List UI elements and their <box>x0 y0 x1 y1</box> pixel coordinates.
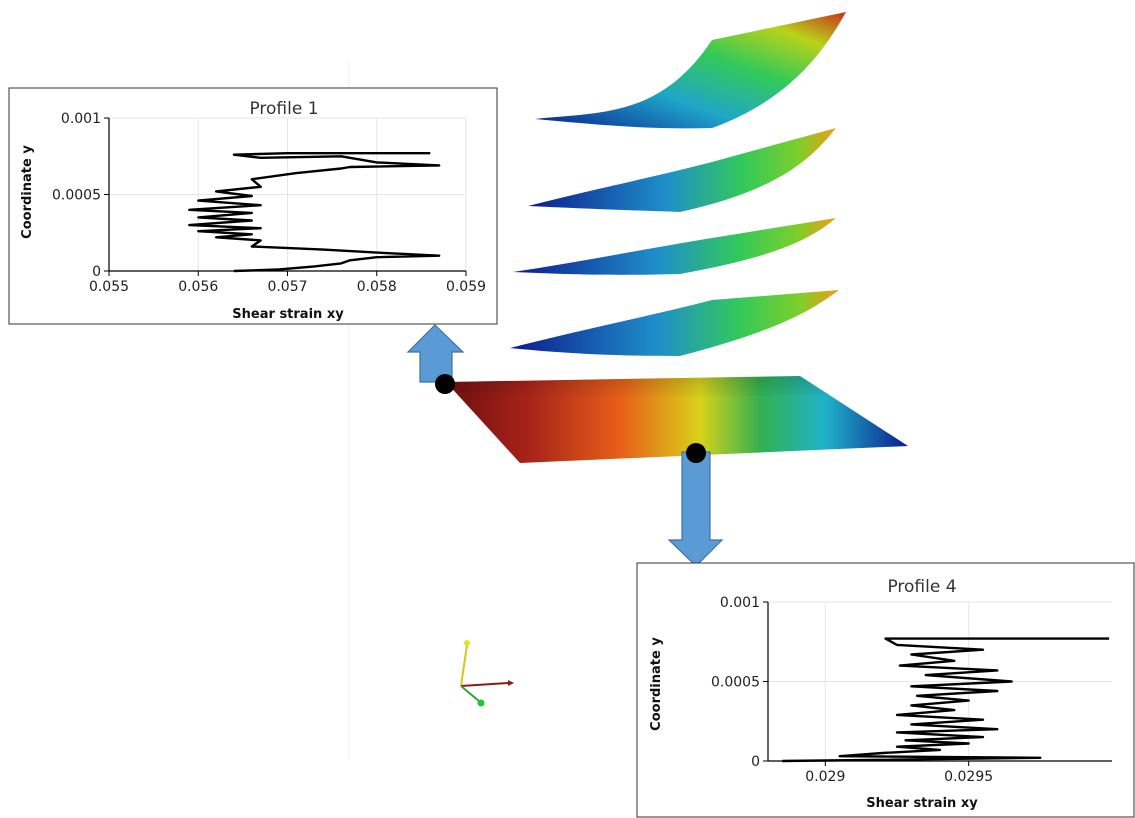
axes <box>104 117 467 276</box>
x-tick-label: 0.059 <box>446 279 486 295</box>
x-axis-label: Shear strain xy <box>866 796 978 811</box>
axes-triad-icon <box>460 640 514 707</box>
x-tick-labels: 0.029 0.0295 <box>805 769 993 785</box>
y-axis-label: Coordinate y <box>20 145 35 239</box>
x-tick-label: 0.029 <box>805 769 845 785</box>
profile-4-panel: Profile 4 0.029 0.0295 0 0.0005 0.001 Shear… <box>636 562 1135 818</box>
probe-point-1 <box>435 374 455 394</box>
x-axis-label: Shear strain xy <box>232 307 344 322</box>
profile-1-curve <box>188 152 441 273</box>
surface-slice-2 <box>528 128 836 212</box>
surface-slice-4 <box>510 290 839 356</box>
chart-title: Profile 4 <box>887 577 956 597</box>
y-tick-label: 0.001 <box>61 111 101 127</box>
y-tick-label: 0.001 <box>720 595 760 611</box>
down-arrow-icon <box>667 451 724 567</box>
up-arrow-icon <box>406 324 465 383</box>
y-tick-label: 0.0005 <box>52 188 101 204</box>
profile-1-panel: Profile 1 0.055 0.056 0.057 0.058 0.059 00.0… <box>8 87 498 325</box>
surface-slices <box>446 12 908 463</box>
y-tick-label: 0 <box>751 754 760 770</box>
surface-slice-3 <box>513 218 836 275</box>
profile-4-curve <box>782 637 1110 763</box>
y-tick-labels: 0 0.0005 0.001 <box>52 111 101 280</box>
y-tick-labels: 0 0.0005 0.001 <box>711 595 760 770</box>
x-tick-label: 0.058 <box>357 279 397 295</box>
x-tick-label: 0.055 <box>89 279 129 295</box>
x-tick-label: 0.056 <box>178 279 218 295</box>
x-tick-label: 0.057 <box>267 279 307 295</box>
surface-slice-top <box>535 12 846 129</box>
y-axis-label: Coordinate y <box>649 637 664 731</box>
x-tick-label: 0.0295 <box>944 769 993 785</box>
surface-slice-bottom-shade <box>446 376 830 400</box>
probe-point-4 <box>686 443 706 463</box>
y-tick-label: 0.0005 <box>711 675 760 691</box>
chart-title: Profile 1 <box>249 99 318 119</box>
y-tick-label: 0 <box>92 264 101 280</box>
x-tick-labels: 0.055 0.056 0.057 0.058 0.059 <box>89 279 486 295</box>
